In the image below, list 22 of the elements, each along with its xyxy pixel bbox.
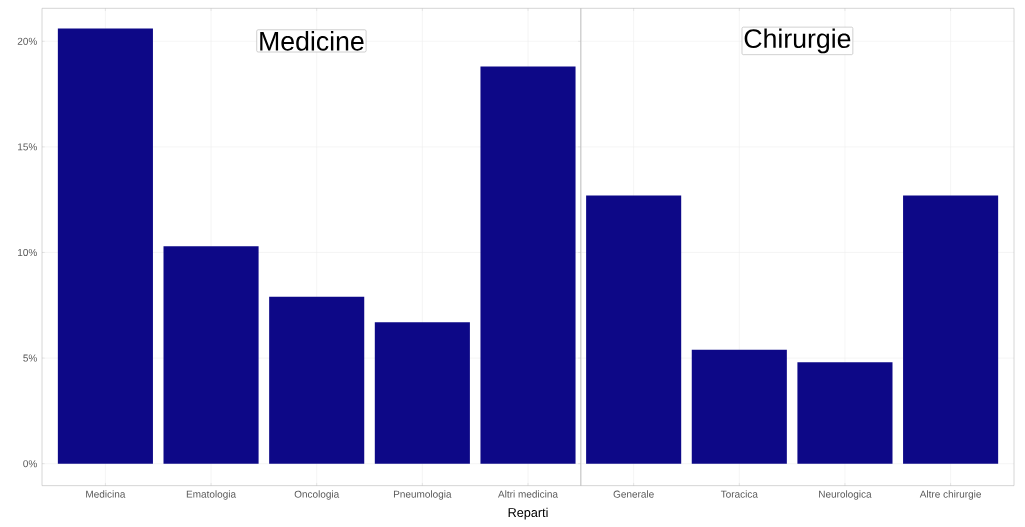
x-tick-label: Ematologia <box>186 490 237 500</box>
text: Medicine <box>260 31 364 51</box>
y-tick-label: 15% <box>18 143 37 151</box>
x-axis-title: Reparti <box>508 507 548 520</box>
y-tick-label: 5% <box>23 354 37 362</box>
y-tick-label: 10% <box>18 248 37 257</box>
x-tick-label: Generale <box>613 490 654 498</box>
bar <box>374 322 470 464</box>
bar <box>163 246 259 464</box>
text: Chirurgie <box>744 28 851 54</box>
x-tick-label: Neurologica <box>819 490 872 500</box>
x-tick-label: Pneumologia <box>393 490 452 500</box>
x-tick-label: Altre chirurgie <box>919 490 981 500</box>
y-tick-label: 20% <box>17 37 37 45</box>
x-tick-label: Oncologia <box>294 490 340 500</box>
x-tick-label: Altri medicina <box>498 490 558 498</box>
bar <box>57 28 153 464</box>
x-tick-label: Medicina <box>86 490 126 498</box>
x-tick-label: Toracica <box>720 490 758 498</box>
y-tick-label: 0% <box>23 460 37 468</box>
bar <box>269 296 365 464</box>
bar <box>480 66 576 464</box>
